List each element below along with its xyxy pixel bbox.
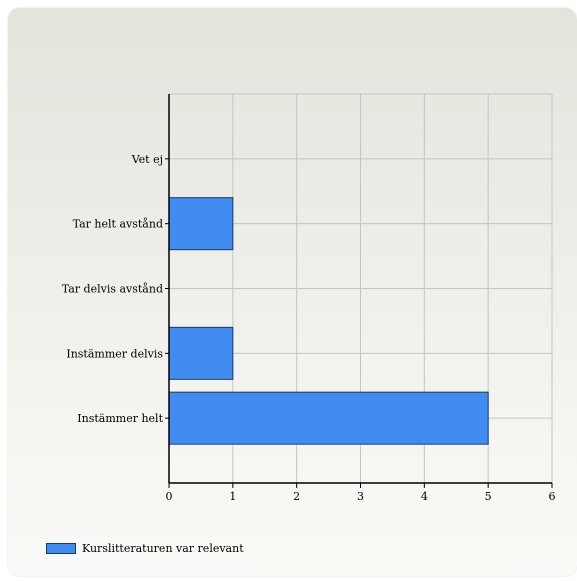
x-tick-label-5: 5 — [485, 490, 492, 503]
x-tick-label-6: 6 — [549, 490, 556, 503]
x-tick-label-4: 4 — [421, 490, 428, 503]
x-tick-label-3: 3 — [357, 490, 364, 503]
legend-label: Kurslitteraturen var relevant — [82, 541, 244, 555]
y-tick-label-3: Instämmer delvis — [66, 347, 163, 360]
y-tick-label-2: Tar delvis avstånd — [62, 283, 163, 296]
bar-3 — [168, 326, 234, 380]
y-tick-label-4: Instämmer helt — [77, 412, 163, 425]
bars — [168, 197, 489, 445]
y-tick-labels: Vet ej Tar helt avstånd Tar delvis avstånd… — [62, 153, 164, 425]
axes — [165, 94, 553, 488]
bar-4 — [168, 391, 489, 445]
bar-1 — [168, 197, 234, 251]
chart-panel — [8, 8, 577, 576]
x-tick-labels: 0 1 2 3 4 5 6 — [166, 490, 556, 503]
y-tick-label-0: Vet ej — [131, 153, 163, 166]
x-tick-label-2: 2 — [293, 490, 300, 503]
legend: Kurslitteraturen var relevant — [46, 541, 244, 555]
y-tick-label-1: Tar helt avstånd — [73, 218, 163, 231]
x-tick-label-1: 1 — [229, 490, 236, 503]
legend-swatch — [46, 542, 76, 554]
x-tick-label-0: 0 — [166, 490, 173, 503]
